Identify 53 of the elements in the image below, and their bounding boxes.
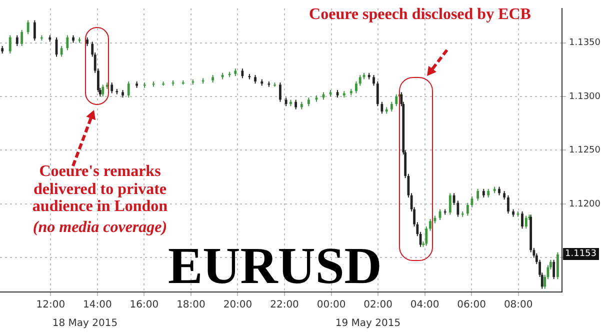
y-tick-label: 1.1250	[569, 146, 601, 156]
y-tick-label: 1.1200	[569, 199, 601, 210]
x-tick-label: 20:00	[223, 300, 252, 311]
candlestick	[376, 80, 379, 107]
candlestick	[552, 259, 556, 280]
candlestick	[127, 80, 130, 98]
annotation: 1.1153	[563, 248, 598, 260]
candlestick	[425, 226, 428, 246]
candlestick	[521, 210, 524, 230]
candlestick	[429, 218, 432, 232]
candlestick	[294, 99, 298, 110]
candlestick	[395, 94, 398, 107]
candlestick	[66, 34, 69, 51]
candlestick	[466, 202, 469, 216]
y-tick-label: 1.1300	[569, 92, 601, 102]
candlestick	[456, 200, 460, 218]
candlestick	[380, 101, 384, 114]
text: 18 May 2015	[52, 318, 118, 329]
candlestick	[102, 84, 104, 97]
x-tick-label: 06:00	[457, 300, 486, 311]
x-tick-label: 22:00	[270, 300, 299, 311]
candlestick	[476, 188, 480, 202]
annotation: (no media coverage)	[32, 219, 168, 237]
candlestick	[507, 194, 510, 214]
candlestick	[355, 80, 358, 94]
candlestick	[241, 68, 244, 79]
candlestick	[448, 192, 452, 216]
x-tick-label: 16:00	[130, 300, 159, 311]
candlestick	[33, 20, 36, 42]
candlestick	[372, 74, 375, 86]
y-tick-label: 1.1350	[569, 38, 601, 48]
x-tick-label: 12:00	[36, 300, 66, 311]
candlestick	[26, 20, 30, 35]
x-tick-label: 02:00	[364, 300, 392, 311]
text: 19 May 2015	[335, 318, 401, 329]
candlestick	[556, 252, 559, 280]
candlestick	[16, 34, 18, 46]
candlestick	[279, 82, 282, 102]
annotation: Coeure speech disclosed by ECB	[308, 6, 532, 24]
candlestick	[390, 101, 393, 112]
candlestick	[110, 82, 114, 94]
x-tick-label: 18:00	[176, 300, 206, 311]
text: EURUSD	[168, 237, 382, 296]
candlestick	[20, 29, 24, 46]
x-tick-label: 08:00	[504, 300, 533, 311]
candlestick	[358, 74, 362, 86]
candlestick	[524, 215, 528, 230]
annotation: Coeure's remarks delivered to private audience in London	[31, 163, 169, 216]
candlestick	[60, 46, 63, 58]
x-tick-label: 00:00	[316, 300, 346, 311]
x-tick-label: 14:00	[83, 300, 112, 311]
candlestick	[8, 34, 12, 54]
x-tick-label: 04:00	[410, 300, 440, 311]
